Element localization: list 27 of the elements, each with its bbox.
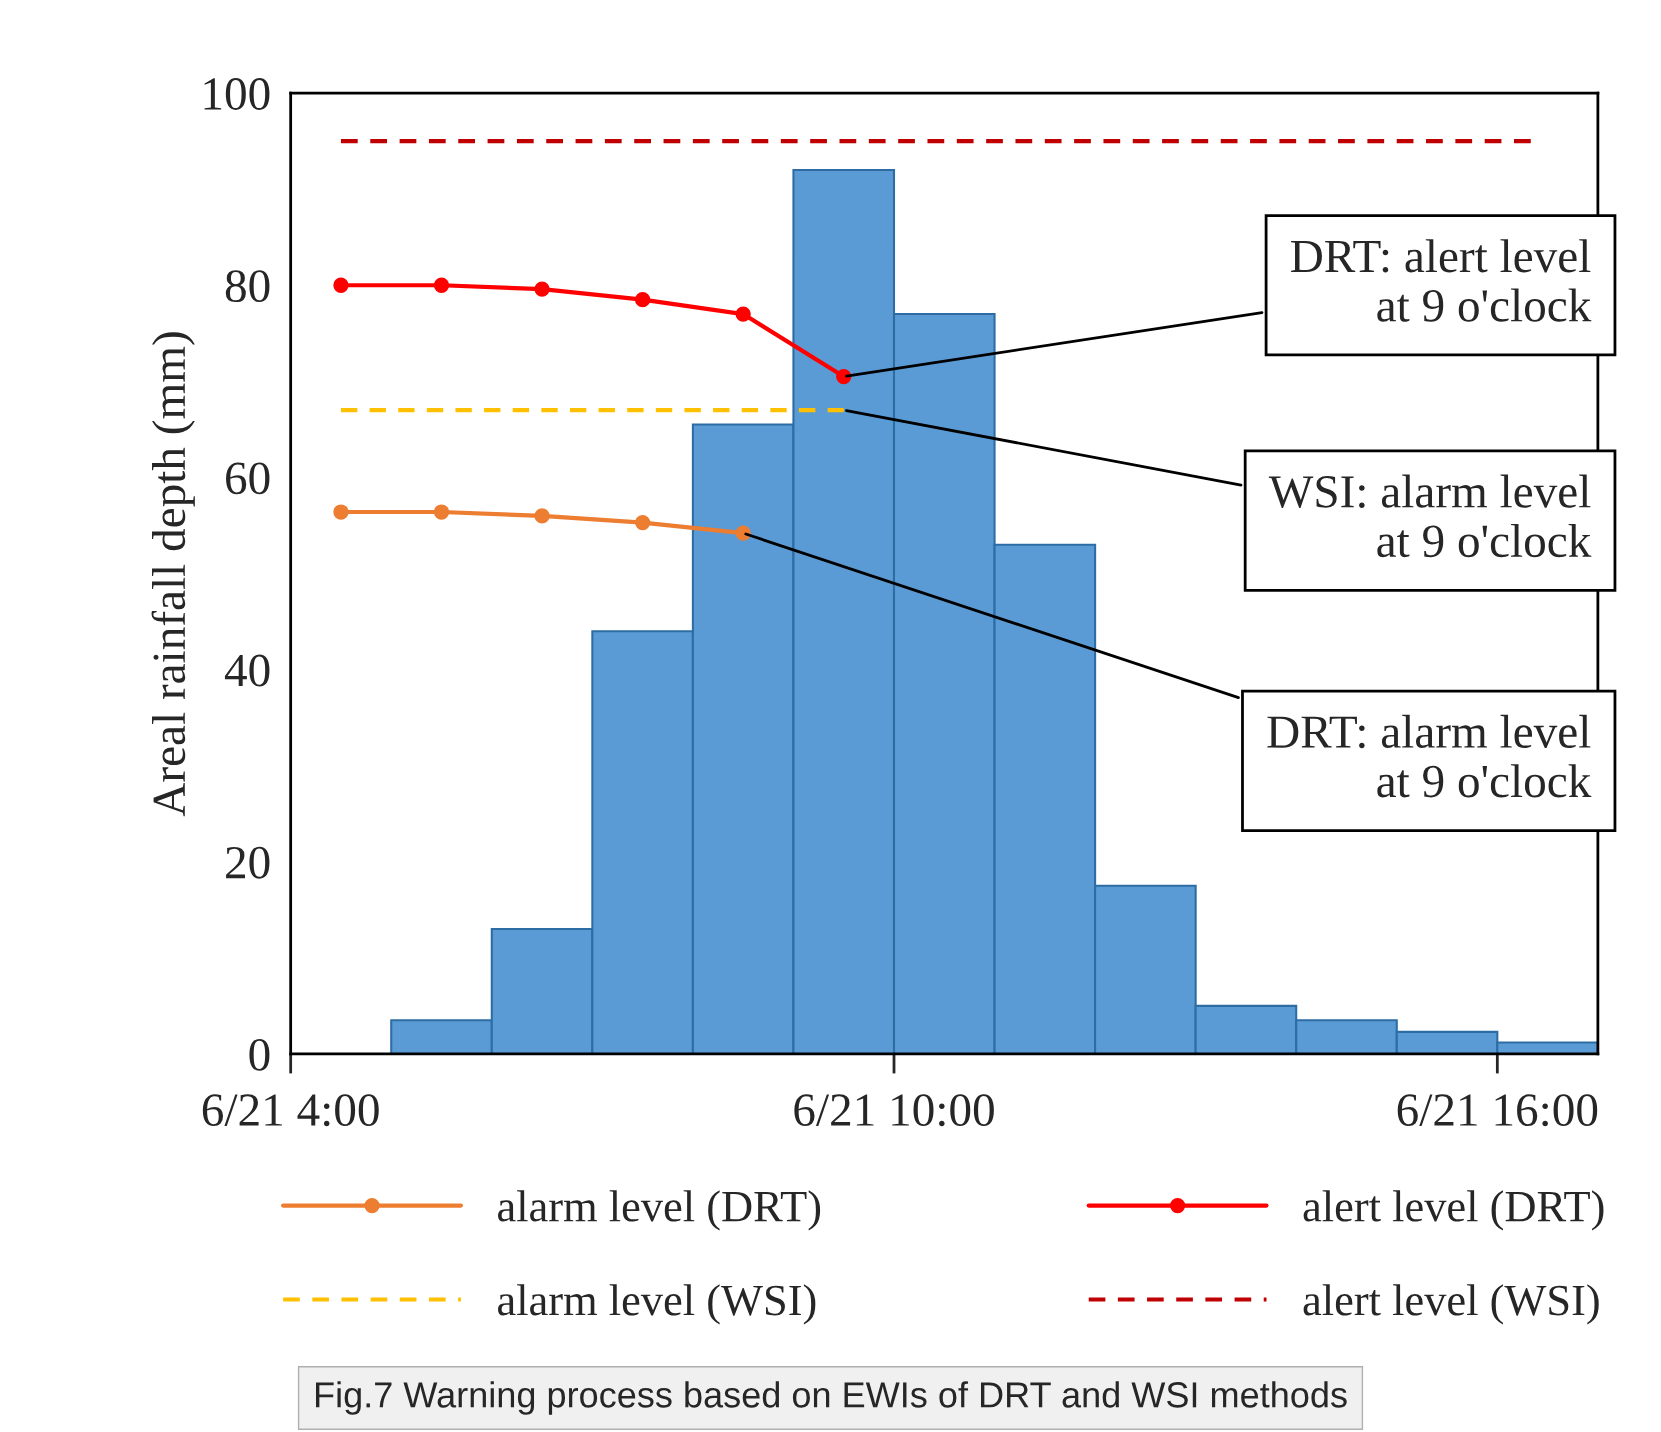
x-tick-label: 6/21 10:00 — [794, 1094, 994, 1127]
y-tick-label: 0 — [249, 1038, 270, 1071]
legend-label: alert level (DRT) — [1303, 1190, 1604, 1231]
y-tick-label: 60 — [226, 462, 270, 495]
point — [634, 292, 651, 308]
point — [735, 306, 751, 322]
point — [534, 508, 550, 524]
point — [333, 277, 349, 293]
y-tick-label: 100 — [204, 78, 270, 110]
y-axis-title: Areal rainfall depth (mm) — [151, 332, 195, 817]
legend-label: alarm level (DRT) — [498, 1190, 821, 1231]
x-tick-label: 6/21 16:00 — [1397, 1094, 1598, 1127]
x-tick-label: 6/21 4:00 — [202, 1094, 379, 1127]
y-tick-label: 20 — [226, 846, 270, 879]
y-tick-label: 40 — [224, 654, 270, 687]
legend-label: alarm level (WSI) — [498, 1284, 816, 1325]
annotation: WSI: alarm level at 9 o'clock — [1268, 474, 1592, 558]
point — [433, 277, 450, 293]
point — [534, 281, 550, 297]
caption: Fig.7 Warning process based on EWIs of DRT and WSI methods — [315, 1381, 1347, 1415]
point — [433, 504, 450, 520]
y-tick-label: 80 — [225, 270, 270, 303]
point — [634, 514, 651, 531]
annotation: DRT: alert level at 9 o'clock — [1291, 239, 1592, 322]
annotation: DRT: alarm level at 9 o'clock — [1267, 714, 1592, 798]
legend-label: alert level (WSI) — [1303, 1284, 1599, 1325]
point — [333, 504, 349, 520]
